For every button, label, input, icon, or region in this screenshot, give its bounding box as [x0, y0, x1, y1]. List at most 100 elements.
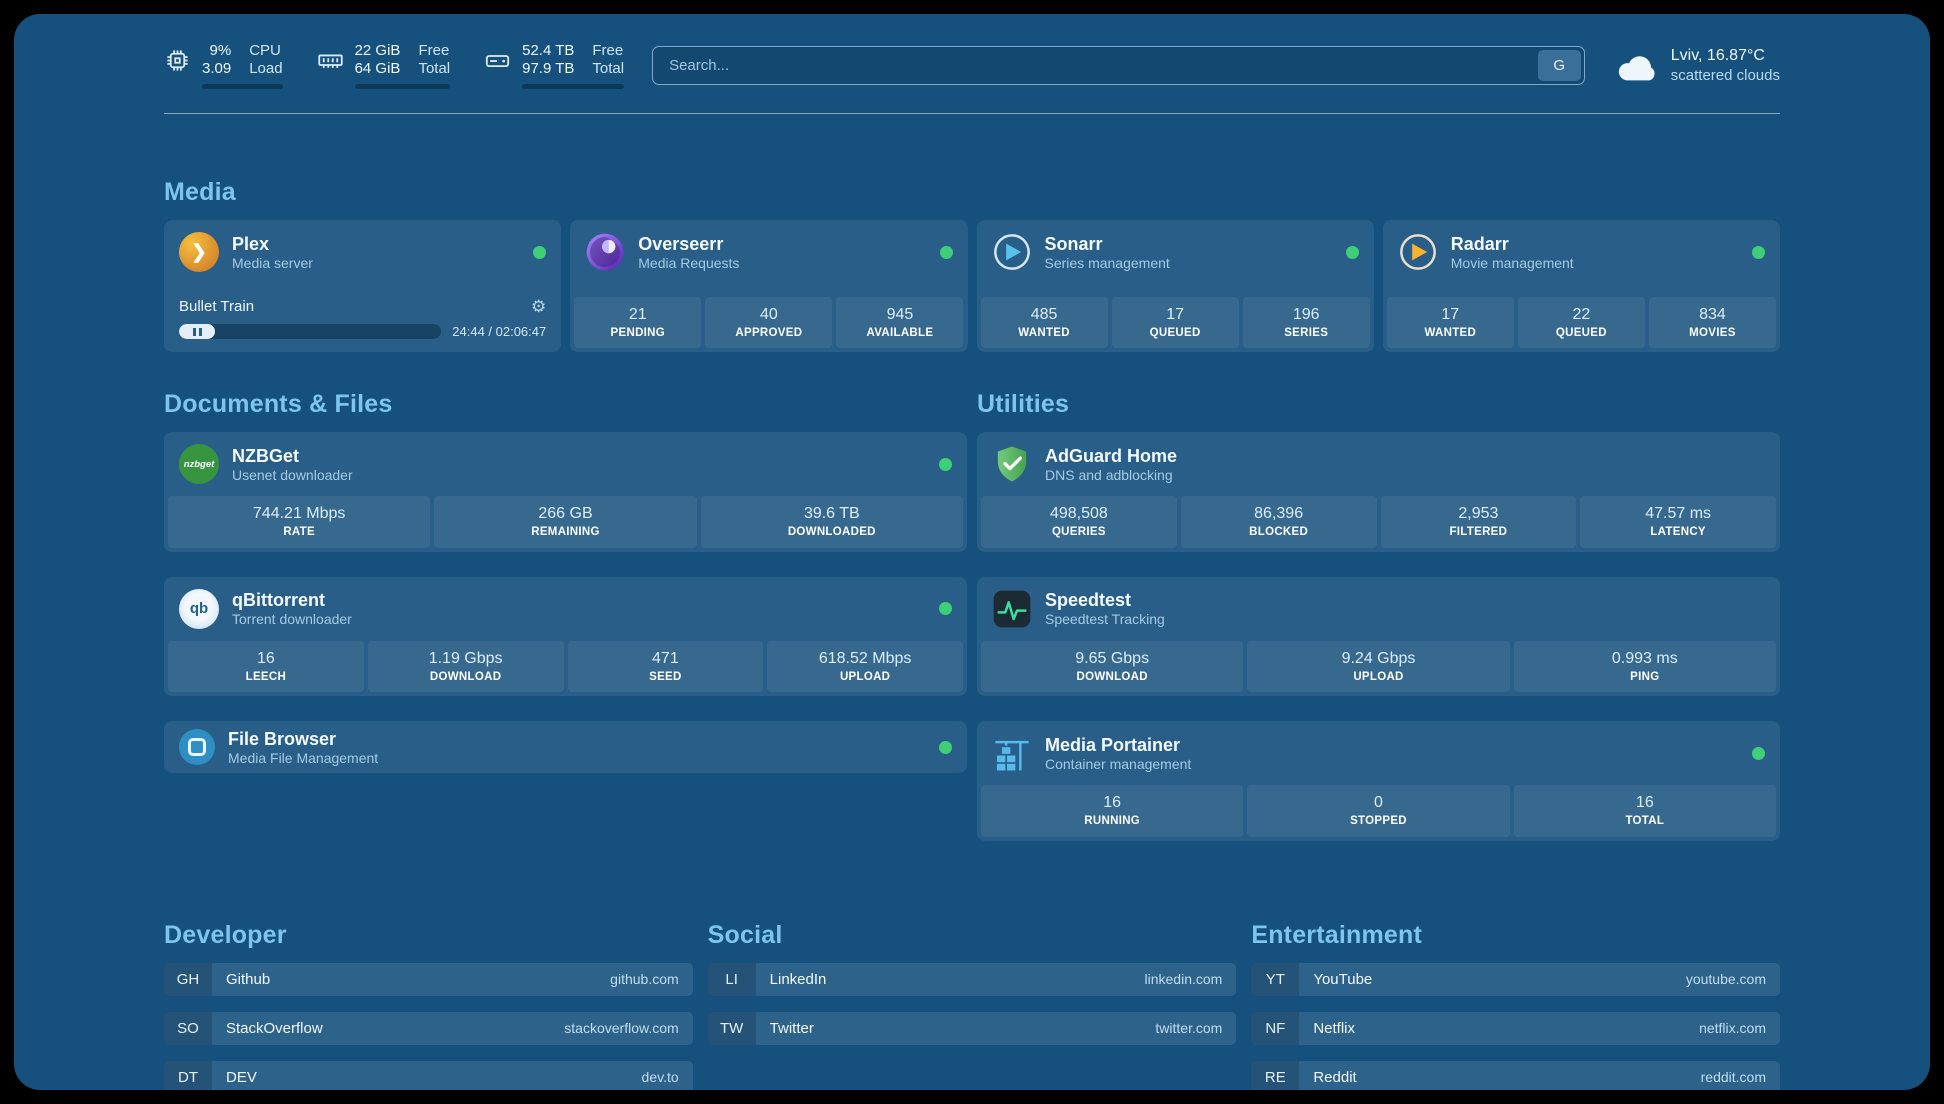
bookmark-url: youtube.com [1685, 971, 1766, 987]
cpu-icon [167, 50, 188, 71]
bookmark-abbr: NF [1251, 1011, 1300, 1045]
section-title-developer: Developer [164, 920, 287, 949]
stat-queued: 17 QUEUED [1111, 296, 1239, 348]
stat-value: 0 [1374, 794, 1383, 811]
service-subtitle: Media server [232, 254, 313, 271]
stat-label: UPLOAD [1353, 670, 1404, 683]
bookmark-group-developer: Developer GH Github github.com SO StackO… [164, 920, 693, 1090]
stat-label: WANTED [1018, 326, 1070, 339]
cpu-load-value: 3.09 [202, 60, 232, 77]
stat-value: 471 [652, 649, 679, 667]
stat-label: RATE [283, 526, 315, 538]
service-name: Overseerr [638, 233, 724, 254]
stat-downloaded: 39.6 TB DOWNLOADED [700, 496, 963, 548]
stat-total: 16 TOTAL [1513, 785, 1776, 837]
gear-icon[interactable]: ⚙ [531, 297, 547, 316]
service-name: AdGuard Home [1045, 445, 1178, 466]
service-card-qbittorrent[interactable]: qb qBittorrent Torrent downloader 16 LEE… [164, 576, 967, 696]
stat-value: 485 [1030, 305, 1058, 323]
stat-value: 834 [1699, 305, 1726, 323]
section-title-social: Social [707, 920, 783, 949]
bookmark-name: DEV [226, 1068, 257, 1086]
radarr-icon [1398, 232, 1438, 272]
playback-progress-bar[interactable] [179, 324, 442, 339]
bookmark-url: stackoverflow.com [564, 1020, 679, 1036]
stat-running: 16 RUNNING [981, 785, 1244, 837]
stat-value: 498,508 [1049, 505, 1108, 522]
sonarr-icon [992, 232, 1032, 272]
service-card-portainer[interactable]: Media Portainer Container management 16 … [977, 721, 1780, 841]
search-input[interactable] [656, 50, 1538, 81]
bookmark-youtube[interactable]: YT YouTube youtube.com [1251, 962, 1780, 996]
memory-free-label: Free [418, 42, 450, 59]
status-dot [1752, 746, 1765, 760]
disk-widget: 52.4 TB Free 97.9 TB Total [484, 42, 625, 89]
stat-seed: 471 SEED [567, 640, 764, 692]
stat-label: APPROVED [735, 326, 803, 339]
search-provider-button[interactable]: G [1537, 50, 1581, 81]
bookmark-abbr: DT [164, 1060, 212, 1090]
disk-icon [486, 55, 510, 68]
service-card-overseerr[interactable]: Overseerr Media Requests 21 PENDING 40 A… [570, 220, 968, 352]
status-dot [939, 245, 953, 259]
stat-label: AVAILABLE [866, 326, 934, 339]
service-subtitle: Movie management [1450, 254, 1574, 271]
stat-value: 16 [1635, 794, 1654, 811]
bookmark-url: reddit.com [1700, 1069, 1766, 1085]
cpu-load-label: Load [249, 60, 283, 77]
service-card-speedtest[interactable]: Speedtest Speedtest Tracking 9.65 Gbps D… [977, 576, 1780, 696]
stat-queued: 22 QUEUED [1517, 296, 1645, 348]
memory-widget: 22 GiB Free 64 GiB Total [317, 42, 451, 89]
dashboard: 9% CPU 3.09 Load 22 GiB Free 64 GiB Tota… [14, 14, 1930, 1090]
stat-value: 9.24 Gbps [1341, 649, 1416, 667]
bookmark-abbr: SO [164, 1011, 212, 1045]
bookmark-twitter[interactable]: TW Twitter twitter.com [707, 1011, 1237, 1045]
stat-label: DOWNLOADED [787, 526, 876, 538]
pause-button[interactable] [179, 324, 215, 339]
memory-progress-bar [354, 84, 451, 89]
service-subtitle: Torrent downloader [232, 611, 352, 627]
plex-icon: ❯ [179, 232, 219, 272]
bookmark-netflix[interactable]: NF Netflix netflix.com [1251, 1011, 1780, 1045]
bookmark-stackoverflow[interactable]: SO StackOverflow stackoverflow.com [164, 1011, 693, 1045]
adguard-icon [992, 444, 1032, 484]
bookmark-github[interactable]: GH Github github.com [164, 962, 693, 996]
cpu-label: CPU [249, 42, 281, 59]
memory-free-value: 22 GiB [354, 42, 401, 59]
stat-label: BLOCKED [1249, 526, 1309, 538]
cloud-icon [1618, 55, 1655, 80]
service-name: Plex [232, 233, 270, 254]
stat-label: UPLOAD [839, 670, 891, 683]
stat-blocked: 86,396 BLOCKED [1180, 496, 1377, 548]
resource-widgets: 9% CPU 3.09 Load 22 GiB Free 64 GiB Tota… [164, 42, 625, 89]
service-card-filebrowser[interactable]: File Browser Media File Management [164, 721, 967, 773]
section-media: Media ❯ Plex Media server Bullet Train ⚙ [164, 178, 1780, 352]
stat-wanted: 17 WANTED [1386, 296, 1514, 348]
stat-label: QUEUED [1149, 326, 1201, 339]
service-name: File Browser [228, 728, 337, 749]
service-card-adguard[interactable]: AdGuard Home DNS and adblocking 498,508 … [977, 432, 1780, 552]
service-card-plex[interactable]: ❯ Plex Media server Bullet Train ⚙ [164, 220, 562, 352]
bookmark-abbr: TW [707, 1011, 756, 1045]
stat-rate: 744.21 Mbps RATE [168, 496, 431, 548]
status-dot [1752, 245, 1765, 259]
service-subtitle: Media Requests [638, 254, 740, 271]
service-subtitle: Usenet downloader [232, 466, 353, 483]
memory-total-label: Total [418, 60, 451, 77]
stat-download: 1.19 Gbps DOWNLOAD [367, 640, 564, 692]
disk-free-value: 52.4 TB [522, 42, 575, 59]
service-card-nzbget[interactable]: nzbget NZBGet Usenet downloader 744.21 M… [164, 432, 967, 552]
stat-value: 16 [1103, 794, 1122, 811]
service-card-sonarr[interactable]: Sonarr Series management 485 WANTED 17 Q… [976, 220, 1374, 352]
bookmark-dev[interactable]: DT DEV dev.to [164, 1060, 693, 1090]
stat-label: TOTAL [1625, 815, 1665, 827]
bookmark-reddit[interactable]: RE Reddit reddit.com [1251, 1060, 1780, 1090]
stat-label: SEED [649, 670, 682, 683]
bookmark-url: linkedin.com [1144, 971, 1223, 987]
bookmark-linkedin[interactable]: LI LinkedIn linkedin.com [707, 962, 1237, 996]
disk-total-value: 97.9 TB [522, 60, 575, 77]
stat-movies: 834 MOVIES [1648, 296, 1776, 348]
service-card-radarr[interactable]: Radarr Movie management 17 WANTED 22 QUE… [1382, 220, 1780, 352]
stat-value: 17 [1166, 305, 1185, 323]
stat-value: 22 [1572, 305, 1591, 323]
